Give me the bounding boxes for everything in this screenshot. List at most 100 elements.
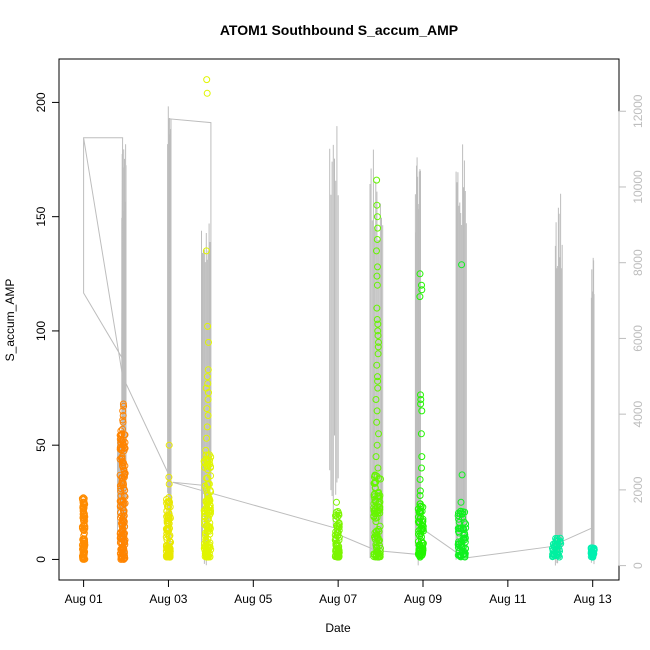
data-point xyxy=(457,525,465,533)
data-point xyxy=(79,510,87,518)
data-point xyxy=(458,261,466,269)
data-point xyxy=(373,176,381,184)
data-point xyxy=(418,453,426,461)
data-point xyxy=(204,366,212,374)
data-point xyxy=(374,320,382,328)
data-point xyxy=(118,430,126,438)
data-point xyxy=(374,263,381,271)
data-point xyxy=(335,542,343,550)
data-point xyxy=(459,535,467,543)
data-point xyxy=(418,281,425,289)
data-point xyxy=(202,497,210,505)
data-point xyxy=(119,416,127,424)
data-point xyxy=(416,487,424,495)
data-point xyxy=(203,538,211,546)
data-point xyxy=(202,543,210,551)
data-point xyxy=(462,524,470,532)
data-point xyxy=(374,332,382,339)
data-point xyxy=(331,553,339,561)
data-point xyxy=(455,509,462,517)
data-point xyxy=(461,553,469,561)
data-point xyxy=(79,553,87,561)
data-point xyxy=(414,505,422,513)
data-point xyxy=(204,396,212,403)
data-point xyxy=(117,487,125,495)
data-point xyxy=(417,391,424,399)
data-point xyxy=(416,509,424,517)
data-point xyxy=(375,537,383,545)
data-point xyxy=(376,522,384,530)
y2-tick-label: 2000 xyxy=(631,476,645,503)
data-point xyxy=(201,513,209,521)
data-point xyxy=(206,539,214,547)
x-tick-label: Aug 05 xyxy=(234,592,272,606)
data-point xyxy=(119,496,127,504)
data-point xyxy=(373,201,381,209)
x-axis-label: Date xyxy=(325,621,351,635)
data-point xyxy=(416,476,424,483)
data-point xyxy=(373,418,381,426)
y-tick-label: 200 xyxy=(34,92,48,112)
data-point xyxy=(204,322,212,330)
y2-tick-label: 12000 xyxy=(631,94,645,128)
data-point xyxy=(374,327,382,335)
data-point xyxy=(372,551,380,559)
y2-tick-label: 10000 xyxy=(631,170,645,204)
y2-tick-label: 4000 xyxy=(631,400,645,427)
data-point xyxy=(375,536,383,544)
data-point xyxy=(372,396,380,403)
data-point xyxy=(118,446,126,454)
x-tick-label: Aug 07 xyxy=(319,592,357,606)
data-point xyxy=(205,495,213,503)
data-point xyxy=(203,405,211,413)
data-point xyxy=(80,521,88,529)
data-point xyxy=(549,540,557,548)
data-point xyxy=(203,434,210,442)
data-point xyxy=(202,451,210,459)
data-point xyxy=(417,430,425,438)
data-point xyxy=(120,533,128,541)
data-point xyxy=(119,407,127,415)
data-point xyxy=(459,514,466,522)
data-point xyxy=(200,457,208,465)
data-point xyxy=(118,457,126,465)
data-point xyxy=(418,407,426,415)
data-point xyxy=(375,494,383,502)
data-point xyxy=(204,480,212,488)
data-point xyxy=(375,430,382,438)
data-point xyxy=(455,538,462,546)
data-point xyxy=(165,497,173,505)
x-tick-label: Aug 13 xyxy=(574,592,612,606)
data-point xyxy=(374,373,381,381)
data-point xyxy=(79,494,87,502)
data-point xyxy=(373,304,381,312)
data-point xyxy=(332,535,340,543)
data-point xyxy=(202,247,210,255)
x-tick-label: Aug 09 xyxy=(404,592,442,606)
data-point xyxy=(460,531,468,539)
data-point xyxy=(414,513,422,521)
data-point xyxy=(374,384,382,392)
data-point xyxy=(373,441,381,449)
data-point xyxy=(201,521,209,528)
data-point xyxy=(120,509,128,517)
data-point xyxy=(79,498,87,506)
data-point xyxy=(119,425,126,433)
data-point xyxy=(455,548,463,556)
data-point xyxy=(203,76,211,84)
data-point xyxy=(163,553,171,561)
data-point xyxy=(203,552,211,560)
data-point xyxy=(417,513,425,521)
data-point xyxy=(203,507,211,515)
plot-area xyxy=(78,76,598,566)
y2-tick-label: 8000 xyxy=(631,249,645,276)
data-point xyxy=(204,481,212,489)
data-point xyxy=(335,522,343,529)
data-point xyxy=(372,505,379,513)
data-point xyxy=(589,551,597,559)
x-tick-label: Aug 01 xyxy=(65,592,103,606)
y-tick-label: 150 xyxy=(34,206,48,226)
data-point xyxy=(372,453,380,461)
data-point xyxy=(80,505,88,513)
